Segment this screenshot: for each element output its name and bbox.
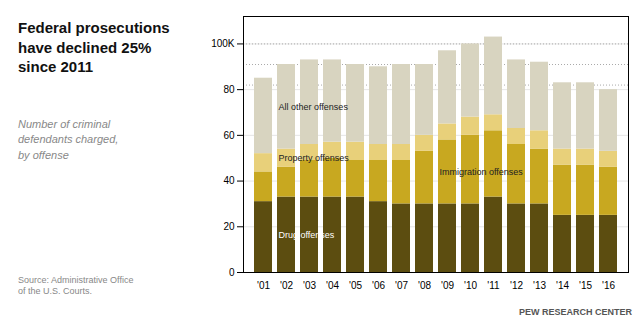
svg-text:'12: '12 [510,280,523,291]
svg-text:80: 80 [223,84,235,95]
svg-text:20: 20 [223,221,235,232]
svg-text:'04: '04 [326,280,339,291]
svg-text:'05: '05 [349,280,362,291]
html-text:PEW RESEARCH CENTER: PEW RESEARCH CENTER [519,307,632,317]
svg-text:'14: '14 [556,280,569,291]
svg-text:40: 40 [223,175,235,186]
svg-text:0: 0 [229,267,235,278]
svg-text:'10: '10 [464,280,477,291]
svg-text:'08: '08 [418,280,431,291]
svg-text:'16: '16 [602,280,615,291]
svg-text:Immigration offenses: Immigration offenses [440,167,524,177]
html-text:Number of criminal defendants: Number of criminal defendants charged, b… [18,117,119,162]
svg-text:'11: '11 [487,280,500,291]
svg-text:'02: '02 [280,280,293,291]
html-text:Source: Administrative Office: Source: Administrative Office of the U.S… [18,274,134,297]
svg-text:Drug offenses: Drug offenses [279,230,335,240]
svg-text:'07: '07 [395,280,408,291]
svg-text:'03: '03 [303,280,316,291]
svg-text:100K: 100K [211,38,235,49]
svg-text:'13: '13 [533,280,546,291]
svg-text:'09: '09 [441,280,454,291]
svg-text:All other offenses: All other offenses [279,102,349,112]
svg-text:'01: '01 [257,280,270,291]
svg-text:'06: '06 [372,280,385,291]
svg-text:Property offenses: Property offenses [279,153,350,163]
svg-text:60: 60 [223,130,235,141]
svg-text:'15: '15 [579,280,592,291]
html-text:Federal prosecutions have decl: Federal prosecutions have declined 25% s… [18,19,170,75]
